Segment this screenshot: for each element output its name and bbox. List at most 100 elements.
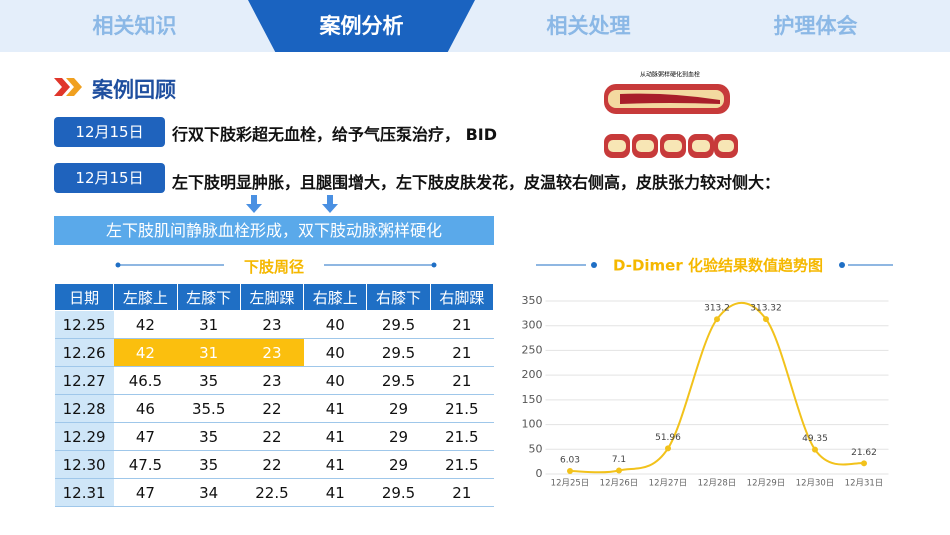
row: 12.31 47 34 22.5 41 29.5 21 [54,478,494,507]
x-tick-label: 12月25日 [551,479,590,489]
cell: 23 [240,338,304,367]
cell: 47 [113,422,178,451]
cell: 12.30 [54,450,114,479]
cell: 34 [177,478,241,507]
date-badge: 12月15日 [54,163,165,193]
y-tick-label: 300 [522,319,543,332]
row: 12.29 47 35 22 41 29 21.5 [54,422,494,451]
y-tick-label: 150 [522,393,543,406]
header-cell: 右膝上 [303,283,368,311]
cell: 12.28 [54,394,114,423]
cell: 22 [240,422,304,451]
cell: 22 [240,450,304,479]
cell: 29.5 [366,338,431,367]
data-point [714,316,720,323]
x-tick-label: 12月31日 [845,479,884,489]
cell: 21.5 [430,450,494,479]
y-tick-label: 250 [522,343,543,356]
cell: 29.5 [366,310,431,339]
cell: 12.31 [54,478,114,507]
tab[interactable]: 相关处理 [546,14,631,38]
cell: 47 [113,478,178,507]
header-row: 日期 左膝上 左膝下 左脚踝 右膝上 右膝下 右脚踝 [53,283,495,311]
cell: 21 [430,366,494,395]
cell: 40 [303,310,367,339]
cell: 31 [177,310,241,339]
row: 12.26 42 31 23 40 29.5 21 [54,338,494,367]
data-label: 7.1 [612,455,626,465]
y-tick-label: 0 [536,467,543,480]
cell: 31 [177,338,241,367]
table: 日期 左膝上 左膝下 左脚踝 右膝上 右膝下 右脚踝 12.25 42 31 23 40 29.5 21 1… [53,283,495,507]
cell: 22.5 [240,478,304,507]
cell: 21.5 [430,394,494,423]
artery-figure: 从动脉粥样硬化到血栓 [604,71,738,158]
cell: 29 [366,422,431,451]
cell: 35 [177,450,241,479]
x-tick-label: 12月29日 [747,479,786,489]
x-tick-label: 12月26日 [600,479,639,489]
data-point [665,445,671,452]
data-point [812,446,818,453]
x-tick-label: 12月27日 [649,479,688,489]
cell: 41 [303,478,367,507]
cell: 12.26 [54,338,114,367]
cell: 42 [113,310,178,339]
y-tick-label: 50 [529,442,543,455]
data-point [763,316,769,323]
cell: 22 [240,394,304,423]
figure-caption: 从动脉粥样硬化到血栓 [640,71,700,79]
data-point [567,468,573,475]
cell: 35.5 [177,394,241,423]
event-text: 行双下肢彩超无血栓，给予气压泵治疗， BID [172,125,498,144]
data-point [616,467,622,474]
cell: 12.29 [54,422,114,451]
cell: 12.27 [54,366,114,395]
header-cell: 左膝上 [113,283,178,311]
tab[interactable]: 护理体会 [773,14,858,38]
header-cell: 左膝下 [176,283,241,311]
date-badge: 12月15日 [54,117,165,147]
data-label: 6.03 [560,456,580,466]
cell: 21 [430,478,494,507]
cell: 29.5 [366,478,431,507]
header-cell: 右脚踝 [429,283,495,311]
header-cell: 左脚踝 [239,283,305,311]
data-label: 313.32 [750,304,782,314]
y-tick-label: 200 [522,368,543,381]
cell: 41 [303,422,367,451]
row: 12.27 46.5 35 23 40 29.5 21 [54,366,494,395]
y-tick-label: 100 [522,418,543,431]
data-label: 21.62 [851,448,877,458]
chart-title: D-Dimer 化验结果数值趋势图 [613,257,823,275]
conclusion: 左下肢肌间静脉血栓形成，双下肢动脉粥样硬化 [54,216,494,245]
title-rule [115,262,437,268]
cell: 21 [430,310,494,339]
data-point [861,460,867,467]
y-tick-label: 350 [522,294,543,307]
x-tick-label: 12月28日 [698,479,737,489]
cell: 46 [113,394,178,423]
row: 12.28 46 35.5 22 41 29 21.5 [54,394,494,423]
arrows [246,195,338,213]
cell: 40 [303,338,367,367]
cell: 35 [177,422,241,451]
section-title: 案例回顾 [92,78,176,102]
cell: 29 [366,394,431,423]
tab[interactable]: 相关知识 [92,14,177,38]
cell: 41 [303,450,367,479]
cell: 21.5 [430,422,494,451]
cell: 12.25 [54,310,114,339]
x-tick-label: 12月30日 [796,479,835,489]
tab[interactable]: 案例分析 [248,0,475,52]
row: 12.30 47.5 35 22 41 29 21.5 [54,450,494,479]
data-label: 51.96 [655,433,681,443]
cell: 23 [240,366,304,395]
cell: 47.5 [113,450,178,479]
data-line [569,302,865,474]
cell: 23 [240,310,304,339]
header-cell: 右膝下 [366,283,431,311]
cell: 29 [366,450,431,479]
data-label: 49.35 [802,434,828,444]
